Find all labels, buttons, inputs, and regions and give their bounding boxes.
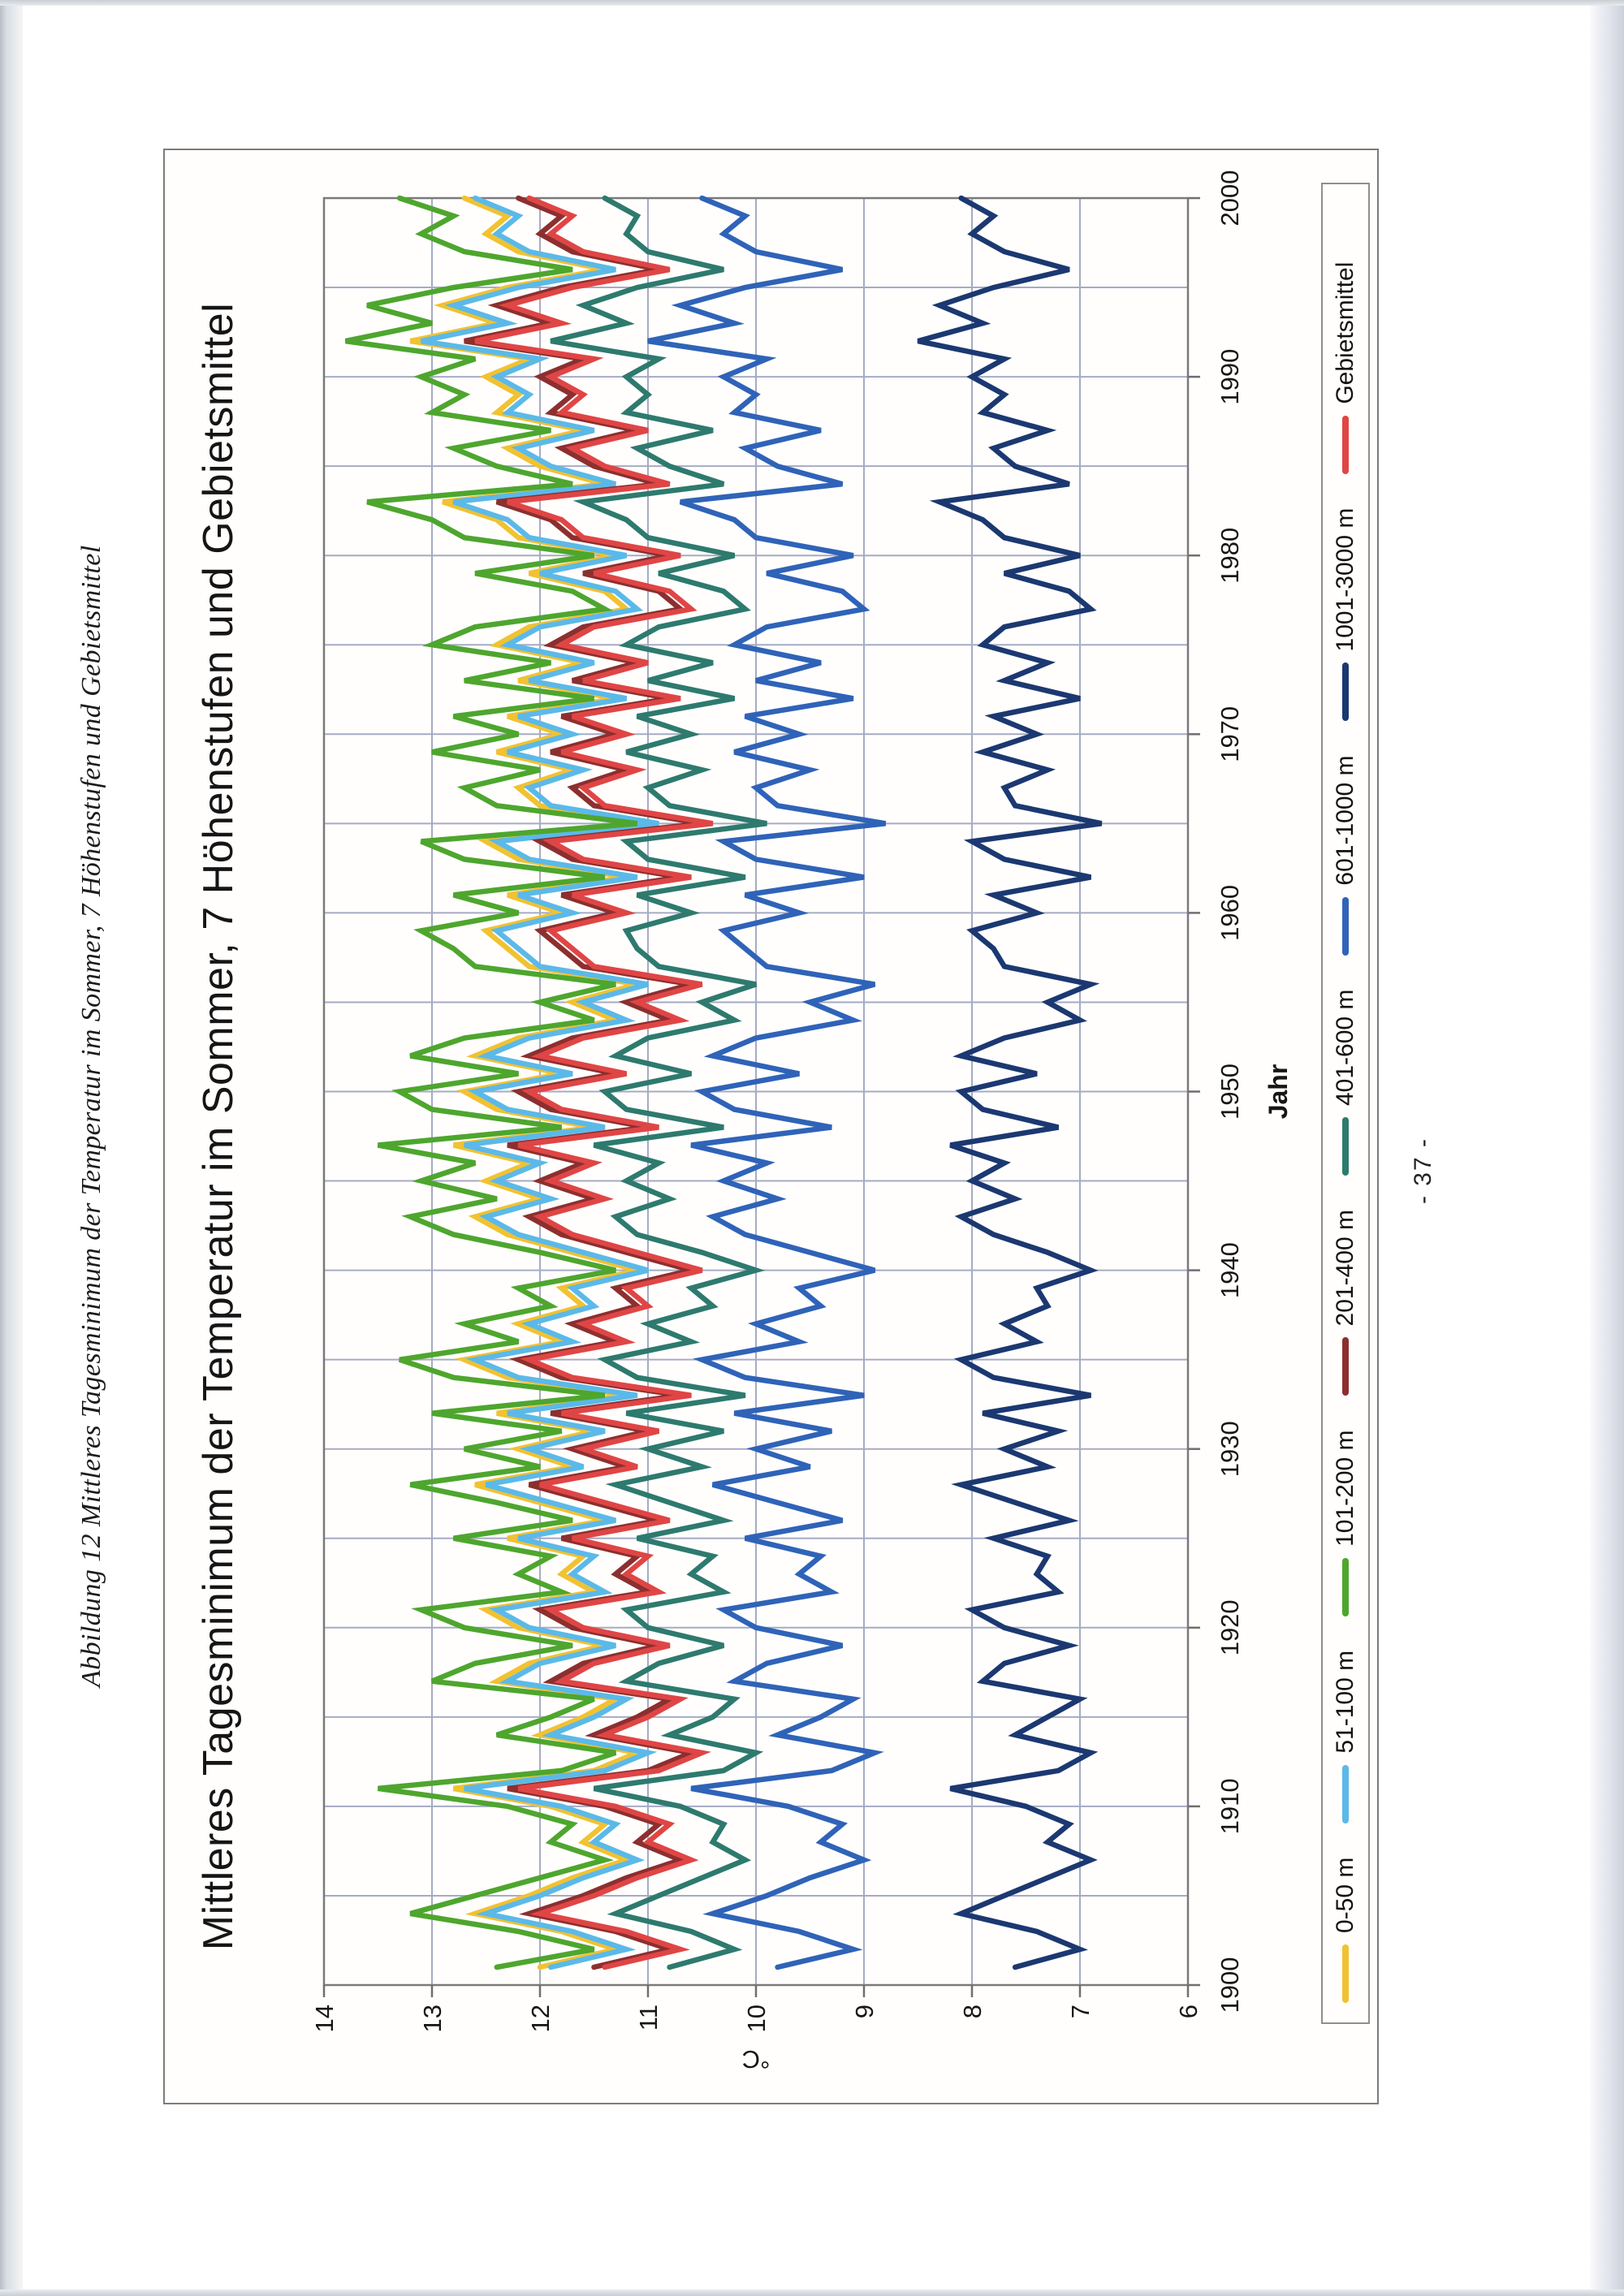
temp-tick-label: 12	[526, 2005, 555, 2032]
legend-line-swatch-icon	[1342, 1557, 1349, 1616]
x-axis-title: Jahr	[1263, 1064, 1293, 1120]
temp-tick-label: 7	[1066, 2005, 1095, 2018]
legend-item: 51-100 m	[1332, 1651, 1359, 1823]
scan-edge-right	[1590, 0, 1624, 2296]
plot-svg: 14 13 12 11 10 9 8 7 6 1900 1910 1920 1930 1940 1950 19…	[310, 170, 1293, 2074]
legend-item: 601-1000 m	[1332, 755, 1359, 956]
year-tick-label: 1920	[1216, 1599, 1244, 1655]
legend-item: 1001-3000 m	[1332, 508, 1359, 722]
year-tick-label: 1930	[1216, 1421, 1244, 1477]
year-tick-label: 1970	[1216, 706, 1244, 762]
legend-line-swatch-icon	[1342, 896, 1349, 956]
year-tick-label: 1900	[1216, 1957, 1244, 2013]
chart-area: Mittleres Tagesminimum der Temperatur im…	[163, 149, 1379, 2104]
y-axis-title: °C	[742, 2045, 771, 2074]
legend-label: 1001-3000 m	[1332, 507, 1358, 652]
legend-item: Gebietsmittel	[1332, 262, 1359, 474]
scan-edge-left	[0, 0, 23, 2296]
series-line-51-100 m	[421, 195, 659, 1970]
legend-item: 401-600 m	[1332, 990, 1359, 1176]
year-tick-label: 1960	[1216, 885, 1244, 941]
year-tick-label: 1950	[1216, 1064, 1244, 1120]
series-line-1001-3000 m	[917, 195, 1103, 1970]
year-tick-label: 1940	[1216, 1242, 1244, 1298]
series-line-601-1000 m	[647, 195, 887, 1970]
year-tick-label: 2000	[1216, 170, 1244, 227]
scan-edge-top	[0, 0, 1624, 6]
legend-line-swatch-icon	[1342, 1337, 1349, 1396]
series-line-101-200 m	[344, 195, 638, 1970]
temp-tick-label: 6	[1174, 2005, 1203, 2018]
temp-tick-label: 9	[850, 2005, 879, 2018]
temp-tick-label: 13	[418, 2005, 447, 2032]
legend-line-swatch-icon	[1342, 1764, 1349, 1823]
figure-caption: Abbildung 12 Mittleres Tagesminimum der …	[76, 545, 106, 1687]
legend-line-swatch-icon	[1342, 415, 1349, 474]
year-tick-label: 1990	[1216, 349, 1244, 405]
series-line-401-600 m	[550, 195, 767, 1970]
legend-line-swatch-icon	[1342, 1117, 1349, 1176]
scan-edge-bottom	[0, 2290, 1624, 2296]
legend-line-swatch-icon	[1342, 662, 1349, 722]
legend-label: 601-1000 m	[1332, 755, 1358, 886]
legend-label: 201-400 m	[1332, 1210, 1358, 1327]
temp-tick-label: 14	[310, 2005, 339, 2032]
page-number: - 37 -	[1410, 1137, 1436, 1205]
legend-line-swatch-icon	[1342, 1944, 1349, 2003]
legend-item: 201-400 m	[1332, 1210, 1359, 1396]
legend-label: 51-100 m	[1332, 1650, 1358, 1754]
temp-tick-label: 11	[634, 2005, 663, 2031]
chart-legend: 0-50 m 51-100 m 101-200 m 201-400 m 401-600 …	[1321, 183, 1370, 2024]
legend-item: 0-50 m	[1332, 1858, 1359, 2003]
legend-label: 401-600 m	[1332, 989, 1358, 1106]
legend-label: 101-200 m	[1332, 1430, 1358, 1547]
series-line-Gebietsmittel	[474, 195, 714, 1970]
temp-tick-label: 8	[958, 2005, 987, 2018]
legend-label: Gebietsmittel	[1332, 261, 1358, 404]
year-tick-label: 1910	[1216, 1778, 1244, 1834]
legend-item: 101-200 m	[1332, 1430, 1359, 1616]
temp-tick-label: 10	[742, 2005, 771, 2032]
legend-label: 0-50 m	[1332, 1857, 1358, 1933]
year-tick-label: 1980	[1216, 528, 1244, 584]
